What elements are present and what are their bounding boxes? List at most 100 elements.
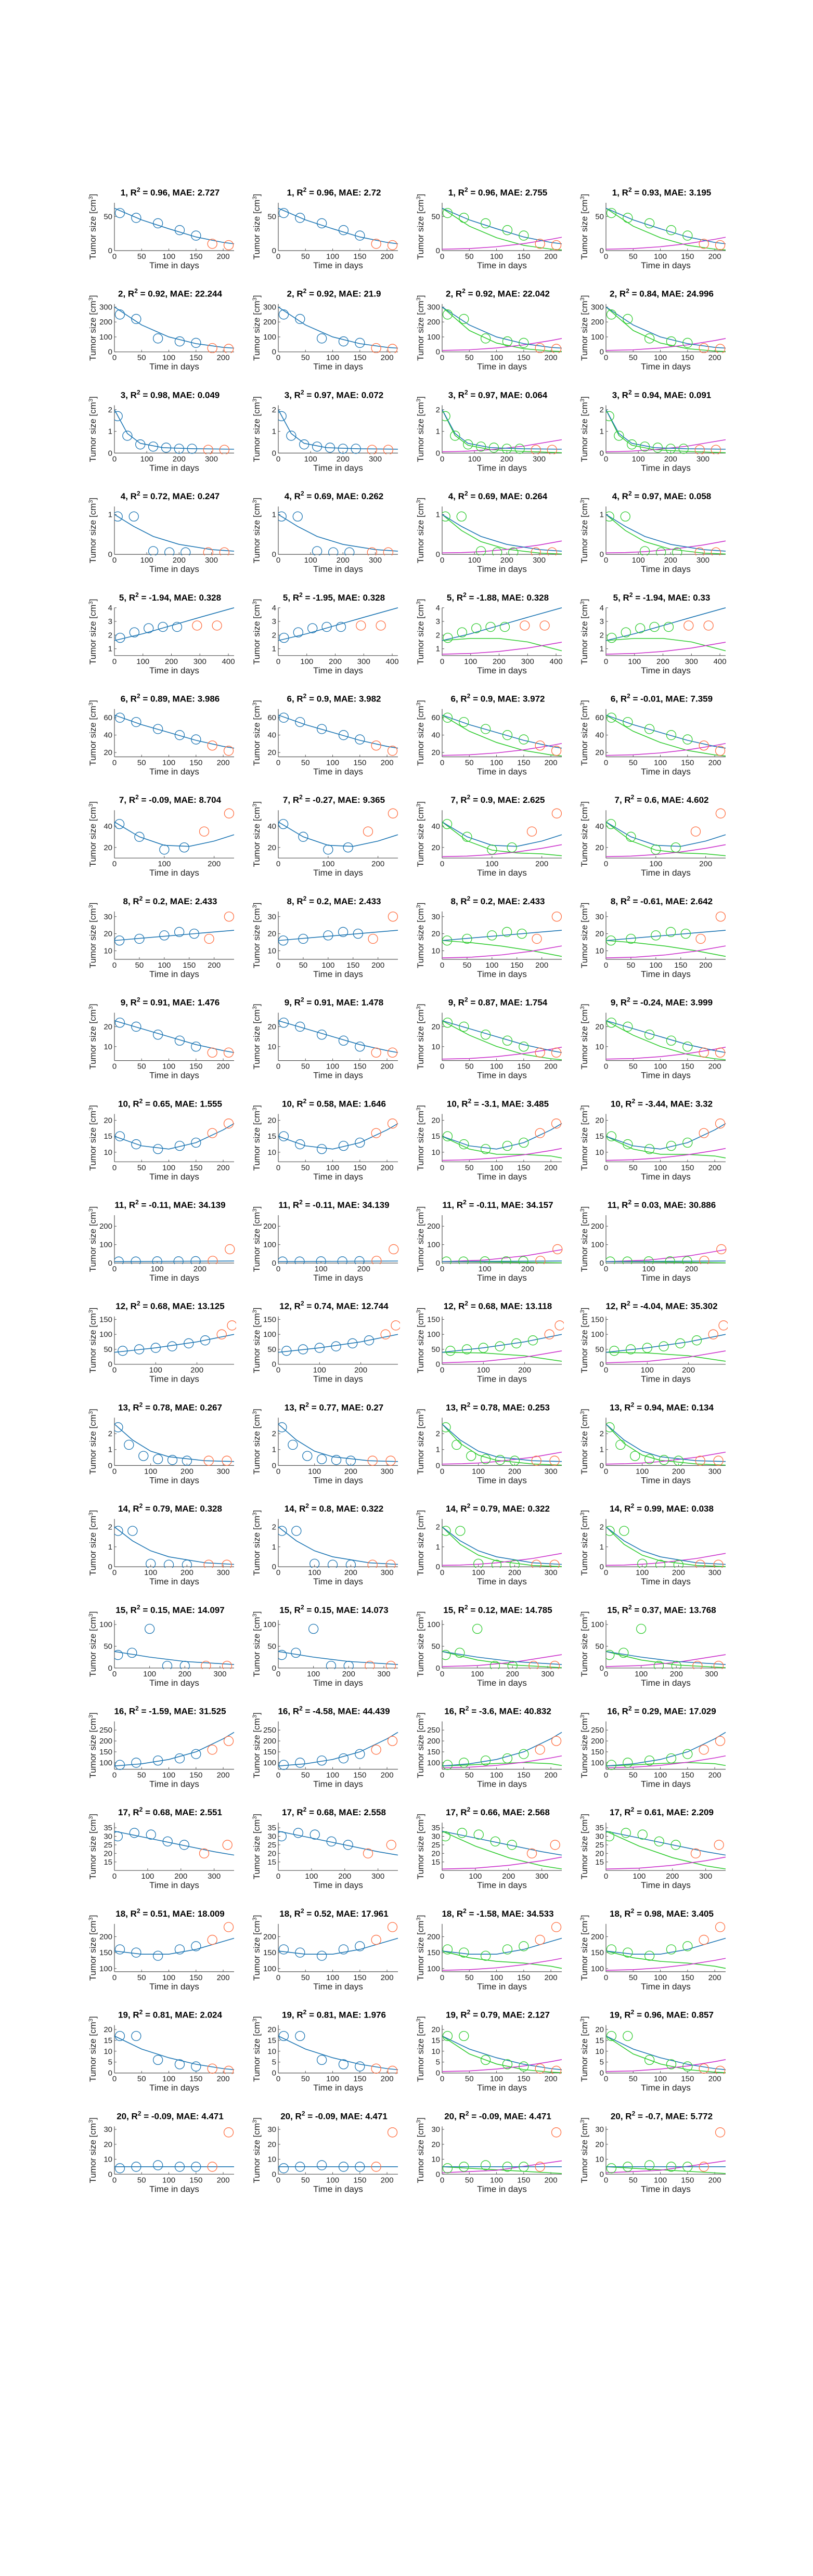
y-tick-label: 20 <box>104 1849 112 1858</box>
plot-area <box>114 1320 236 1356</box>
x-tick-label: 100 <box>490 2075 503 2084</box>
y-tick-label: 1 <box>272 510 276 519</box>
plot-area <box>278 2127 398 2174</box>
plot-area <box>278 207 398 251</box>
x-tick-label: 100 <box>326 1062 339 1071</box>
y-tick-label: 2 <box>600 1523 604 1531</box>
train-point <box>118 1346 128 1356</box>
train-point <box>179 842 189 853</box>
test-point <box>715 2065 726 2074</box>
x-tick-label: 50 <box>301 1062 310 1071</box>
subplot-title: 18, R2 = 0.98, MAE: 3.405 <box>610 1907 714 1919</box>
train-point <box>480 333 491 344</box>
x-tick-label: 100 <box>642 1265 655 1273</box>
fit-curve <box>606 1020 726 1053</box>
x-tick-label: 0 <box>604 1265 608 1273</box>
y-tick-label: 0 <box>600 2170 604 2179</box>
y-axis-label: Tumor size [cm3] <box>416 2117 425 2183</box>
y-tick-label: 20 <box>431 1116 440 1125</box>
y-label-base: Tumor size [cm <box>416 2022 425 2082</box>
title-stats: = 0.92, MAE: 22.244 <box>138 289 223 299</box>
train-point <box>623 2162 633 2172</box>
train-point <box>501 444 512 454</box>
title-stats: = 0.78, MAE: 0.267 <box>143 1402 222 1412</box>
y-label-end: ] <box>579 1307 589 1310</box>
title-stats: = 0.91, MAE: 1.476 <box>140 998 220 1008</box>
title-superscript: 2 <box>468 1097 472 1104</box>
title-superscript: 2 <box>631 1502 635 1510</box>
y-label-end: ] <box>416 2016 425 2019</box>
y-label-base: Tumor size [cm <box>579 1313 589 1373</box>
train-point <box>190 1256 201 1264</box>
test-point <box>383 547 393 556</box>
title-superscript: 2 <box>303 186 307 193</box>
title-superscript: 2 <box>303 2009 307 2016</box>
y-label-superscript: 3 <box>88 1513 94 1516</box>
x-tick-label: 50 <box>629 1771 638 1780</box>
x-tick-label: 50 <box>301 1771 310 1780</box>
x-tick-label: 100 <box>490 759 503 767</box>
train-point <box>519 1042 529 1052</box>
test-point <box>713 1660 724 1669</box>
train-point <box>606 511 614 522</box>
x-tick-label: 100 <box>490 1062 503 1071</box>
train-point <box>502 225 513 236</box>
title-prefix: 15, R <box>279 1605 301 1615</box>
train-point <box>307 623 318 633</box>
x-tick-label: 200 <box>682 1366 695 1375</box>
y-tick-label: 1 <box>436 427 440 436</box>
x-tick-label: 100 <box>149 1366 162 1375</box>
test-point <box>224 808 235 818</box>
train-point <box>644 1755 655 1766</box>
resistant-curve <box>442 2059 562 2072</box>
y-tick-label: 10 <box>267 946 276 955</box>
subplot-title: 8, R2 = 0.2, MAE: 2.433 <box>450 895 545 906</box>
test-point <box>371 1745 381 1755</box>
x-tick-label: 0 <box>604 1973 608 1982</box>
test-point <box>547 547 557 556</box>
y-label-base: Tumor size [cm <box>252 1819 262 1880</box>
sensitive-curve <box>442 207 562 251</box>
title-stats: = 0.92, MAE: 22.042 <box>466 289 550 299</box>
x-tick-label: 100 <box>321 961 334 970</box>
title-stats: = -0.11, MAE: 34.139 <box>303 1200 390 1210</box>
train-point <box>651 930 661 941</box>
train-point <box>442 1944 453 1955</box>
x-tick-label: 0 <box>276 759 280 767</box>
subplot-patient-5-model-4: 5, R2 = -1.94, MAE: 0.330 100 200 300 400123… <box>579 591 727 675</box>
title-superscript: 2 <box>301 996 304 1004</box>
train-point <box>459 1021 469 1032</box>
train-point <box>659 1341 669 1351</box>
y-tick-label: 0 <box>272 1563 276 1571</box>
test-point <box>387 1736 398 1746</box>
y-axis-label: Tumor size [cm3] <box>88 1206 98 1272</box>
plot-area <box>114 1623 235 1669</box>
train-point <box>666 2162 677 2172</box>
test-point <box>535 1745 545 1755</box>
train-point <box>501 1256 511 1264</box>
subplot-title: 11, R2 = -0.11, MAE: 34.139 <box>278 1199 389 1210</box>
test-point <box>222 1455 232 1466</box>
test-point <box>716 1244 727 1255</box>
train-point <box>131 2031 141 2041</box>
sensitive-curve <box>606 638 726 652</box>
y-tick-label: 1 <box>436 1446 440 1454</box>
x-tick-label: 100 <box>649 860 662 868</box>
title-superscript: 2 <box>627 996 630 1004</box>
train-point <box>308 1623 319 1634</box>
title-stats: = -0.01, MAE: 7.359 <box>630 694 713 704</box>
x-axis-label: Time in days <box>641 1577 691 1586</box>
x-tick-label: 100 <box>641 1366 654 1375</box>
x-axis-label: Time in days <box>477 767 527 777</box>
title-stats: = -0.27, MAE: 9.365 <box>303 795 385 805</box>
test-point <box>528 1660 539 1669</box>
y-tick-label: 0 <box>108 1259 112 1268</box>
test-point <box>715 2127 726 2138</box>
y-label-end: ] <box>252 498 262 500</box>
x-tick-label: 150 <box>517 1163 530 1172</box>
x-tick-label: 150 <box>681 1771 694 1780</box>
y-label-superscript: 3 <box>416 1209 422 1212</box>
title-superscript: 2 <box>464 1604 468 1611</box>
